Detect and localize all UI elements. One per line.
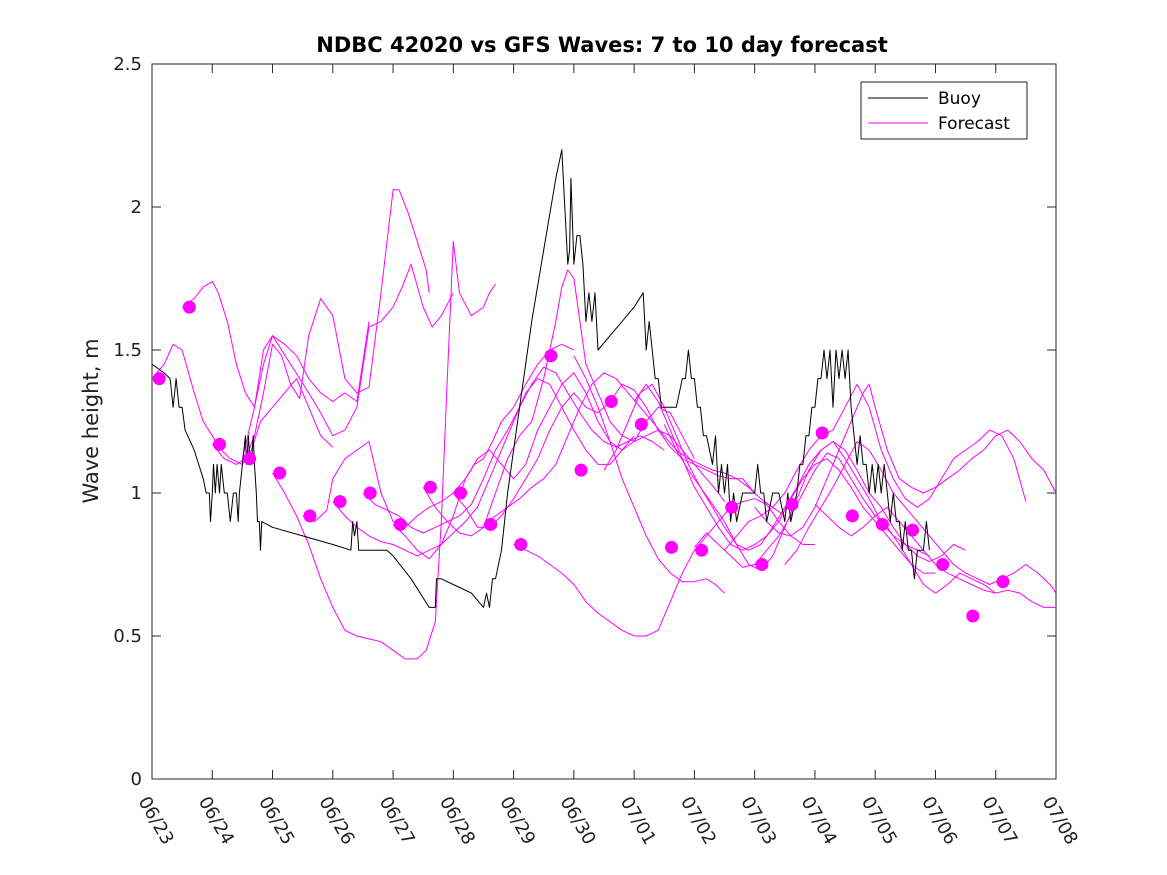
forecast-start-marker [574, 463, 588, 477]
legend-box [860, 81, 1028, 140]
forecast-start-marker [785, 497, 799, 511]
forecast-series-line [724, 383, 1027, 551]
forecast-start-marker [755, 558, 769, 571]
forecast-start-marker [966, 609, 980, 623]
forecast-series-line [784, 441, 1056, 594]
forecast-series-line [362, 366, 665, 534]
y-axis-label: Wave height, m [79, 338, 103, 503]
legend-label: Forecast [938, 114, 1010, 134]
forecast-start-marker [182, 300, 196, 314]
forecast-start-marker [875, 517, 889, 531]
forecast-series-line [302, 343, 575, 528]
y-tick-label: 0.5 [113, 626, 142, 647]
forecast-start-marker [333, 495, 347, 509]
legend-label: Buoy [938, 89, 981, 109]
forecast-start-marker [634, 417, 648, 431]
forecast-series-line [452, 383, 756, 528]
forecast-series-line [814, 504, 1056, 608]
forecast-start-marker [544, 349, 558, 363]
forecast-start-marker [243, 452, 257, 466]
forecast-series-line [211, 189, 430, 465]
forecast-start-marker [273, 466, 287, 480]
forecast-start-marker [514, 537, 528, 551]
forecast-start-marker [936, 558, 950, 571]
forecast-series-line [483, 372, 786, 525]
forecast-series-line [332, 378, 635, 557]
forecast-start-marker [725, 500, 739, 514]
forecast-start-marker [996, 575, 1010, 589]
forecast-series-line [694, 452, 996, 594]
forecast-series-line [754, 383, 1056, 537]
forecast-start-marker [212, 437, 226, 451]
forecast-start-marker [664, 540, 678, 554]
forecast-start-marker [484, 517, 498, 531]
forecast-start-marker [454, 486, 468, 500]
plot-area: 00.511.522.506/23 06/24 06/25 06/26 06/27 06/… [113, 54, 1081, 848]
forecast-start-marker [845, 509, 859, 523]
forecast-series-line [272, 240, 496, 660]
forecast-series-line [663, 424, 966, 571]
legend: Buoy Forecast [860, 81, 1028, 140]
forecast-start-marker [423, 480, 437, 494]
y-tick-label: 1 [131, 483, 142, 504]
forecast-series-line [241, 263, 454, 459]
series-group [152, 149, 1056, 660]
chart-title: NDBC 42020 vs GFS Waves: 7 to 10 day for… [316, 33, 887, 57]
forecast-series-line [573, 355, 725, 594]
y-tick-label: 1.5 [113, 340, 142, 361]
axes-box [151, 63, 1057, 780]
forecast-start-marker [152, 372, 166, 386]
forecast-start-marker [695, 543, 709, 557]
forecast-start-marker [393, 517, 407, 531]
forecast-start-marker [303, 509, 317, 523]
forecast-start-marker [363, 486, 377, 500]
y-tick-label: 2 [131, 197, 142, 218]
forecast-start-marker [815, 426, 829, 440]
forecast-start-marker [604, 394, 618, 408]
forecast-start-marker [906, 523, 920, 537]
y-tick-label: 0 [131, 769, 142, 790]
forecast-series-line [181, 280, 370, 408]
y-tick-label: 2.5 [113, 54, 142, 75]
forecast-series-line [152, 343, 334, 465]
